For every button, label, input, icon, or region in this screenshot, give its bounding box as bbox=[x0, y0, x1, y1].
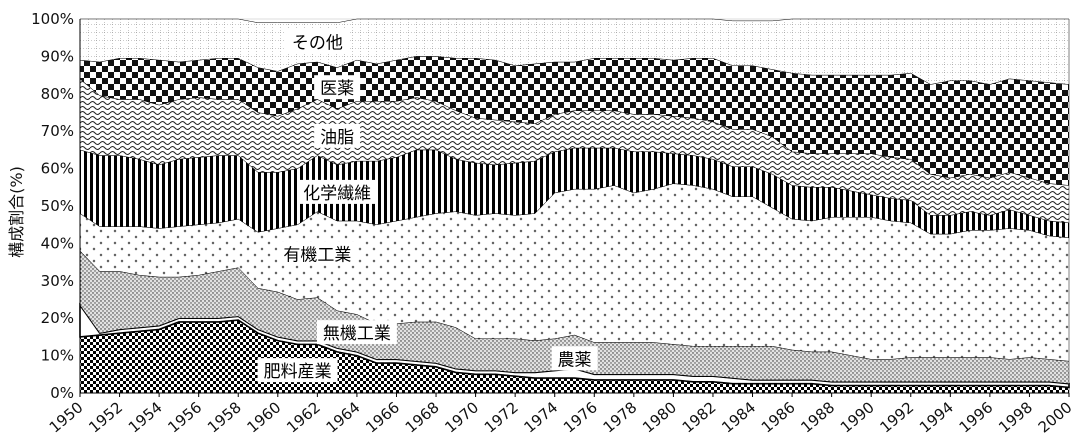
x-tick-label: 1982 bbox=[679, 398, 720, 436]
x-tick-label: 1986 bbox=[758, 398, 799, 436]
x-tick-label: 1972 bbox=[481, 398, 522, 436]
axes bbox=[79, 19, 1069, 394]
y-tick-label: 100% bbox=[31, 10, 74, 28]
series-label-bg bbox=[285, 29, 349, 54]
series-label-bg bbox=[277, 241, 358, 266]
x-tick-label: 1956 bbox=[164, 398, 205, 436]
area-series bbox=[79, 18, 1070, 394]
series-label: 無機工業 bbox=[323, 324, 391, 344]
x-tick-label: 1950 bbox=[46, 398, 87, 436]
y-tick-labels: 0% 10% 20% 30% 40% 50% 60% 70% 80% 90% 100% bbox=[31, 10, 74, 402]
x-tick-label: 1976 bbox=[560, 398, 601, 436]
x-tick-labels: 1950195219541956195819601962196419661968… bbox=[46, 393, 1073, 437]
y-tick-label: 70% bbox=[41, 122, 74, 140]
series-label: 肥料産業 bbox=[264, 362, 332, 382]
x-tick-label: 1966 bbox=[362, 398, 403, 436]
x-tick-label: 1970 bbox=[441, 398, 482, 436]
series-label: 有機工業 bbox=[283, 246, 351, 266]
x-tick-label: 1980 bbox=[639, 398, 680, 436]
x-tick-label: 1958 bbox=[204, 398, 245, 436]
y-tick-label: 30% bbox=[41, 272, 74, 290]
x-tick-label: 1978 bbox=[600, 398, 641, 436]
series-label: 医薬 bbox=[320, 79, 354, 99]
y-axis-label: 構成割合(%) bbox=[7, 166, 26, 258]
x-tick-label: 1990 bbox=[837, 398, 878, 436]
x-tick-label: 1952 bbox=[85, 398, 126, 436]
series-label-bg bbox=[314, 123, 361, 148]
series-label: 農薬 bbox=[558, 350, 592, 370]
y-tick-label: 80% bbox=[41, 85, 74, 103]
y-tick-label: 20% bbox=[41, 309, 74, 327]
series-label-bg bbox=[257, 358, 338, 383]
x-tick-label: 2000 bbox=[1035, 398, 1073, 436]
x-tick-label: 1984 bbox=[718, 398, 759, 436]
series-label: 化学繊維 bbox=[303, 184, 371, 204]
x-tick-label: 1996 bbox=[956, 398, 997, 436]
x-tick-label: 1988 bbox=[797, 398, 838, 436]
series-label-bg bbox=[316, 320, 397, 345]
x-tick-label: 1968 bbox=[402, 398, 443, 436]
series-label-bg bbox=[551, 346, 598, 371]
x-tick-label: 1960 bbox=[244, 398, 285, 436]
series-label: その他 bbox=[292, 33, 343, 53]
x-tick-label: 1994 bbox=[916, 398, 957, 436]
x-tick-label: 1992 bbox=[877, 398, 918, 436]
x-tick-label: 1962 bbox=[283, 398, 324, 436]
y-tick-label: 10% bbox=[41, 347, 74, 365]
series-label-bg bbox=[314, 75, 361, 100]
y-tick-label: 0% bbox=[50, 384, 74, 402]
series-label-bg bbox=[297, 179, 378, 204]
y-tick-label: 40% bbox=[41, 234, 74, 252]
series-label: 油脂 bbox=[320, 128, 354, 148]
x-tick-label: 1954 bbox=[125, 398, 166, 436]
x-tick-label: 1974 bbox=[520, 398, 561, 436]
series-labels: 肥料産業 農薬 無機工業 有機工業 化学繊維 油脂 医薬 その他 bbox=[257, 29, 598, 383]
y-tick-label: 60% bbox=[41, 160, 74, 178]
x-tick-label: 1998 bbox=[995, 398, 1036, 436]
x-tick-label: 1964 bbox=[323, 398, 364, 436]
y-tick-label: 50% bbox=[41, 197, 74, 215]
y-tick-label: 90% bbox=[41, 47, 74, 65]
